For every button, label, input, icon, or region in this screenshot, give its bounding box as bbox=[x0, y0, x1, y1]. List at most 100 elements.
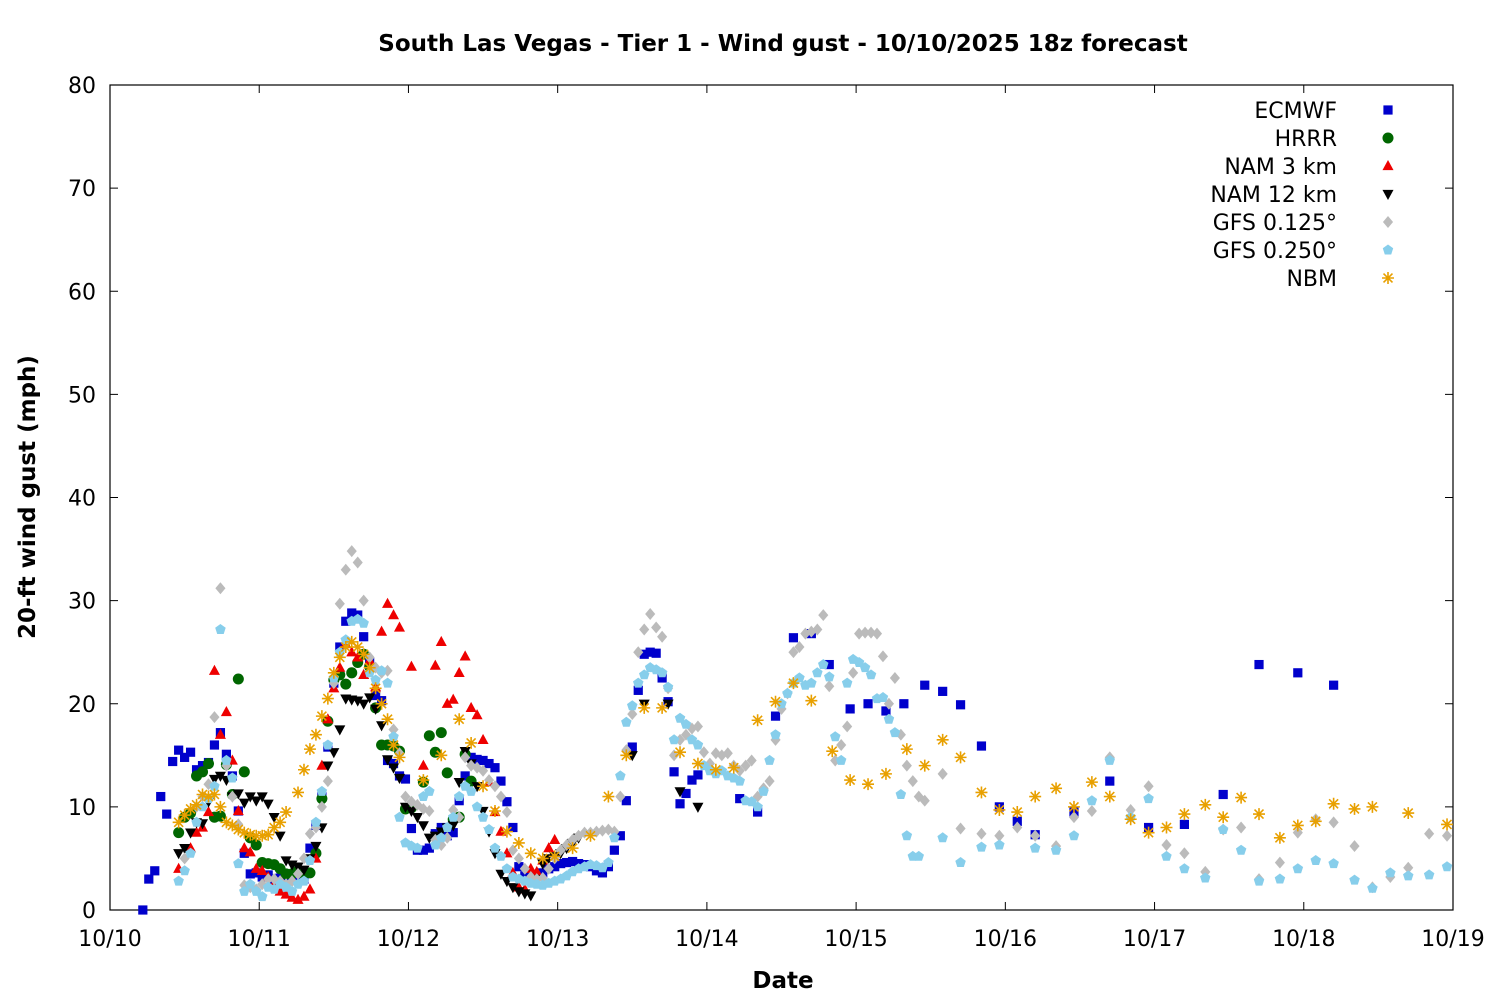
data-point-nam-3-km bbox=[322, 713, 334, 724]
data-point-ecmwf bbox=[508, 822, 518, 833]
data-point-gfs-0-125 bbox=[734, 764, 745, 777]
data-point-nam-12-km bbox=[507, 883, 519, 894]
data-point-ecmwf bbox=[1218, 789, 1228, 800]
data-point-ecmwf bbox=[735, 794, 745, 804]
data-point-nam-3-km bbox=[441, 697, 453, 708]
data-point-nam-12-km bbox=[388, 763, 400, 774]
data-point-gfs-0-250 bbox=[489, 842, 501, 853]
data-point-gfs-0-125 bbox=[865, 626, 877, 639]
data-point-nbm bbox=[1011, 806, 1024, 819]
data-point-gfs-0-125 bbox=[1125, 803, 1136, 816]
data-point-ecmwf bbox=[185, 747, 196, 757]
data-point-gfs-0-125 bbox=[788, 646, 799, 659]
data-point-gfs-0-125 bbox=[976, 827, 987, 840]
data-point-nbm bbox=[862, 778, 875, 791]
y-axis-label: 20-ft wind gust (mph) bbox=[15, 355, 41, 639]
data-point-gfs-0-250 bbox=[1068, 830, 1080, 841]
legend-label-ecmwf: ECMWF bbox=[1254, 99, 1337, 124]
data-point-gfs-0-250 bbox=[1385, 867, 1396, 878]
data-point-gfs-0-250 bbox=[603, 857, 614, 867]
data-point-ecmwf bbox=[400, 774, 411, 784]
data-point-gfs-0-125 bbox=[919, 794, 930, 807]
data-point-gfs-0-125 bbox=[615, 790, 626, 803]
data-point-gfs-0-125 bbox=[722, 747, 733, 760]
data-point-gfs-0-250 bbox=[495, 850, 507, 861]
data-point-gfs-0-250 bbox=[692, 739, 704, 750]
data-point-gfs-0-125 bbox=[477, 764, 489, 777]
data-point-gfs-0-250 bbox=[245, 878, 256, 889]
data-point-gfs-0-125 bbox=[1441, 829, 1453, 842]
data-point-gfs-0-250 bbox=[1217, 824, 1229, 834]
data-point-nbm bbox=[1309, 815, 1322, 828]
data-point-gfs-0-250 bbox=[1423, 869, 1435, 880]
data-point-gfs-0-125 bbox=[633, 646, 644, 659]
data-point-hrrr bbox=[441, 767, 453, 779]
data-point-nbm bbox=[345, 635, 358, 648]
data-point-gfs-0-250 bbox=[1441, 861, 1453, 872]
data-point-gfs-0-125 bbox=[519, 862, 530, 875]
data-point-nbm bbox=[918, 759, 931, 772]
data-point-gfs-0-250 bbox=[442, 822, 453, 832]
data-point-nbm bbox=[954, 751, 967, 764]
y-tick-label: 60 bbox=[68, 280, 96, 305]
data-point-gfs-0-250 bbox=[436, 832, 447, 843]
series-gfs-0-125 bbox=[179, 545, 1453, 896]
data-point-ecmwf bbox=[502, 797, 512, 807]
data-point-nam-3-km bbox=[417, 759, 429, 770]
data-point-ecmwf bbox=[687, 775, 697, 785]
data-point-gfs-0-125 bbox=[913, 790, 924, 803]
data-point-nbm bbox=[268, 821, 281, 834]
data-point-gfs-0-250 bbox=[376, 665, 387, 676]
series-nbm bbox=[172, 635, 1454, 865]
data-point-nbm bbox=[214, 800, 227, 813]
data-point-gfs-0-250 bbox=[1104, 754, 1115, 765]
data-point-nbm bbox=[1253, 808, 1265, 821]
data-point-nbm bbox=[1402, 807, 1415, 820]
data-point-gfs-0-125 bbox=[1274, 856, 1285, 869]
data-point-ecmwf bbox=[209, 740, 220, 750]
data-point-hrrr bbox=[196, 766, 209, 778]
data-point-nam-12-km bbox=[238, 798, 250, 809]
data-point-gfs-0-250 bbox=[465, 785, 477, 796]
data-point-gfs-0-125 bbox=[907, 775, 918, 788]
data-point-gfs-0-125 bbox=[1161, 839, 1172, 852]
data-point-gfs-0-125 bbox=[609, 825, 620, 838]
data-point-gfs-0-250 bbox=[394, 811, 405, 822]
data-point-gfs-0-250 bbox=[877, 692, 889, 702]
data-point-gfs-0-250 bbox=[298, 875, 310, 886]
data-point-nbm bbox=[1050, 782, 1063, 795]
data-point-gfs-0-125 bbox=[836, 739, 847, 751]
data-point-nbm bbox=[292, 786, 304, 799]
data-point-gfs-0-250 bbox=[1179, 863, 1190, 874]
data-point-gfs-0-125 bbox=[937, 767, 948, 780]
data-point-nbm bbox=[1124, 813, 1137, 826]
data-point-nam-3-km bbox=[238, 842, 250, 853]
data-point-nbm bbox=[369, 682, 382, 695]
data-point-nbm bbox=[232, 823, 245, 836]
data-point-nbm bbox=[381, 713, 394, 726]
data-point-ecmwf bbox=[567, 856, 578, 867]
data-point-gfs-0-250 bbox=[865, 669, 877, 680]
data-point-gfs-0-125 bbox=[645, 608, 656, 621]
data-point-hrrr bbox=[340, 678, 352, 690]
data-point-gfs-0-250 bbox=[1086, 795, 1098, 806]
series-ecmwf bbox=[138, 608, 1339, 915]
data-point-gfs-0-125 bbox=[322, 775, 333, 788]
data-point-nam-3-km bbox=[304, 883, 316, 894]
data-point-ecmwf bbox=[460, 771, 470, 781]
data-point-nbm bbox=[548, 850, 561, 863]
data-point-nbm bbox=[727, 761, 740, 774]
data-point-gfs-0-250 bbox=[453, 791, 465, 801]
data-point-hrrr bbox=[346, 667, 358, 679]
data-point-nam-3-km bbox=[429, 659, 441, 670]
data-point-nam-3-km bbox=[191, 826, 203, 837]
data-point-nbm bbox=[393, 751, 406, 764]
data-point-gfs-0-250 bbox=[1200, 872, 1211, 883]
data-point-gfs-0-250 bbox=[209, 780, 220, 791]
data-point-nbm bbox=[315, 710, 328, 723]
data-point-gfs-0-125 bbox=[1086, 805, 1097, 817]
data-point-ecmwf bbox=[597, 868, 608, 878]
data-point-ecmwf bbox=[1012, 816, 1022, 826]
data-point-gfs-0-125 bbox=[698, 746, 709, 759]
data-point-nam-3-km bbox=[549, 833, 561, 845]
